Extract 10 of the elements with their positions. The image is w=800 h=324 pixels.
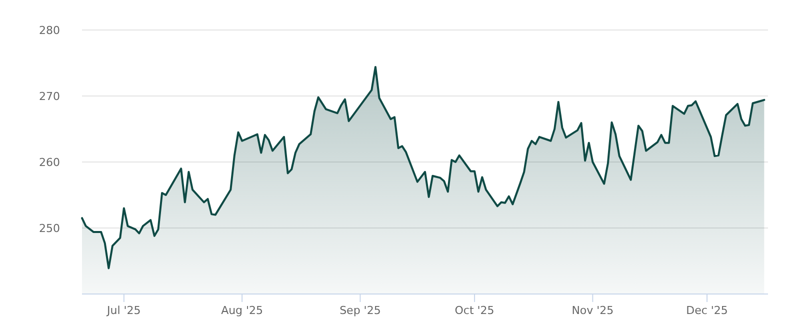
x-tick-label: Dec '25 (686, 304, 728, 317)
y-tick-label: 250 (39, 222, 60, 235)
x-tick-label: Nov '25 (572, 304, 614, 317)
y-tick-label: 280 (39, 24, 60, 37)
x-tick-label: Jul '25 (106, 304, 141, 317)
y-tick-label: 260 (39, 156, 60, 169)
y-tick-label: 270 (39, 90, 60, 103)
x-tick-label: Oct '25 (454, 304, 494, 317)
x-tick-label: Aug '25 (221, 304, 264, 317)
x-tick-label: Sep '25 (340, 304, 381, 317)
